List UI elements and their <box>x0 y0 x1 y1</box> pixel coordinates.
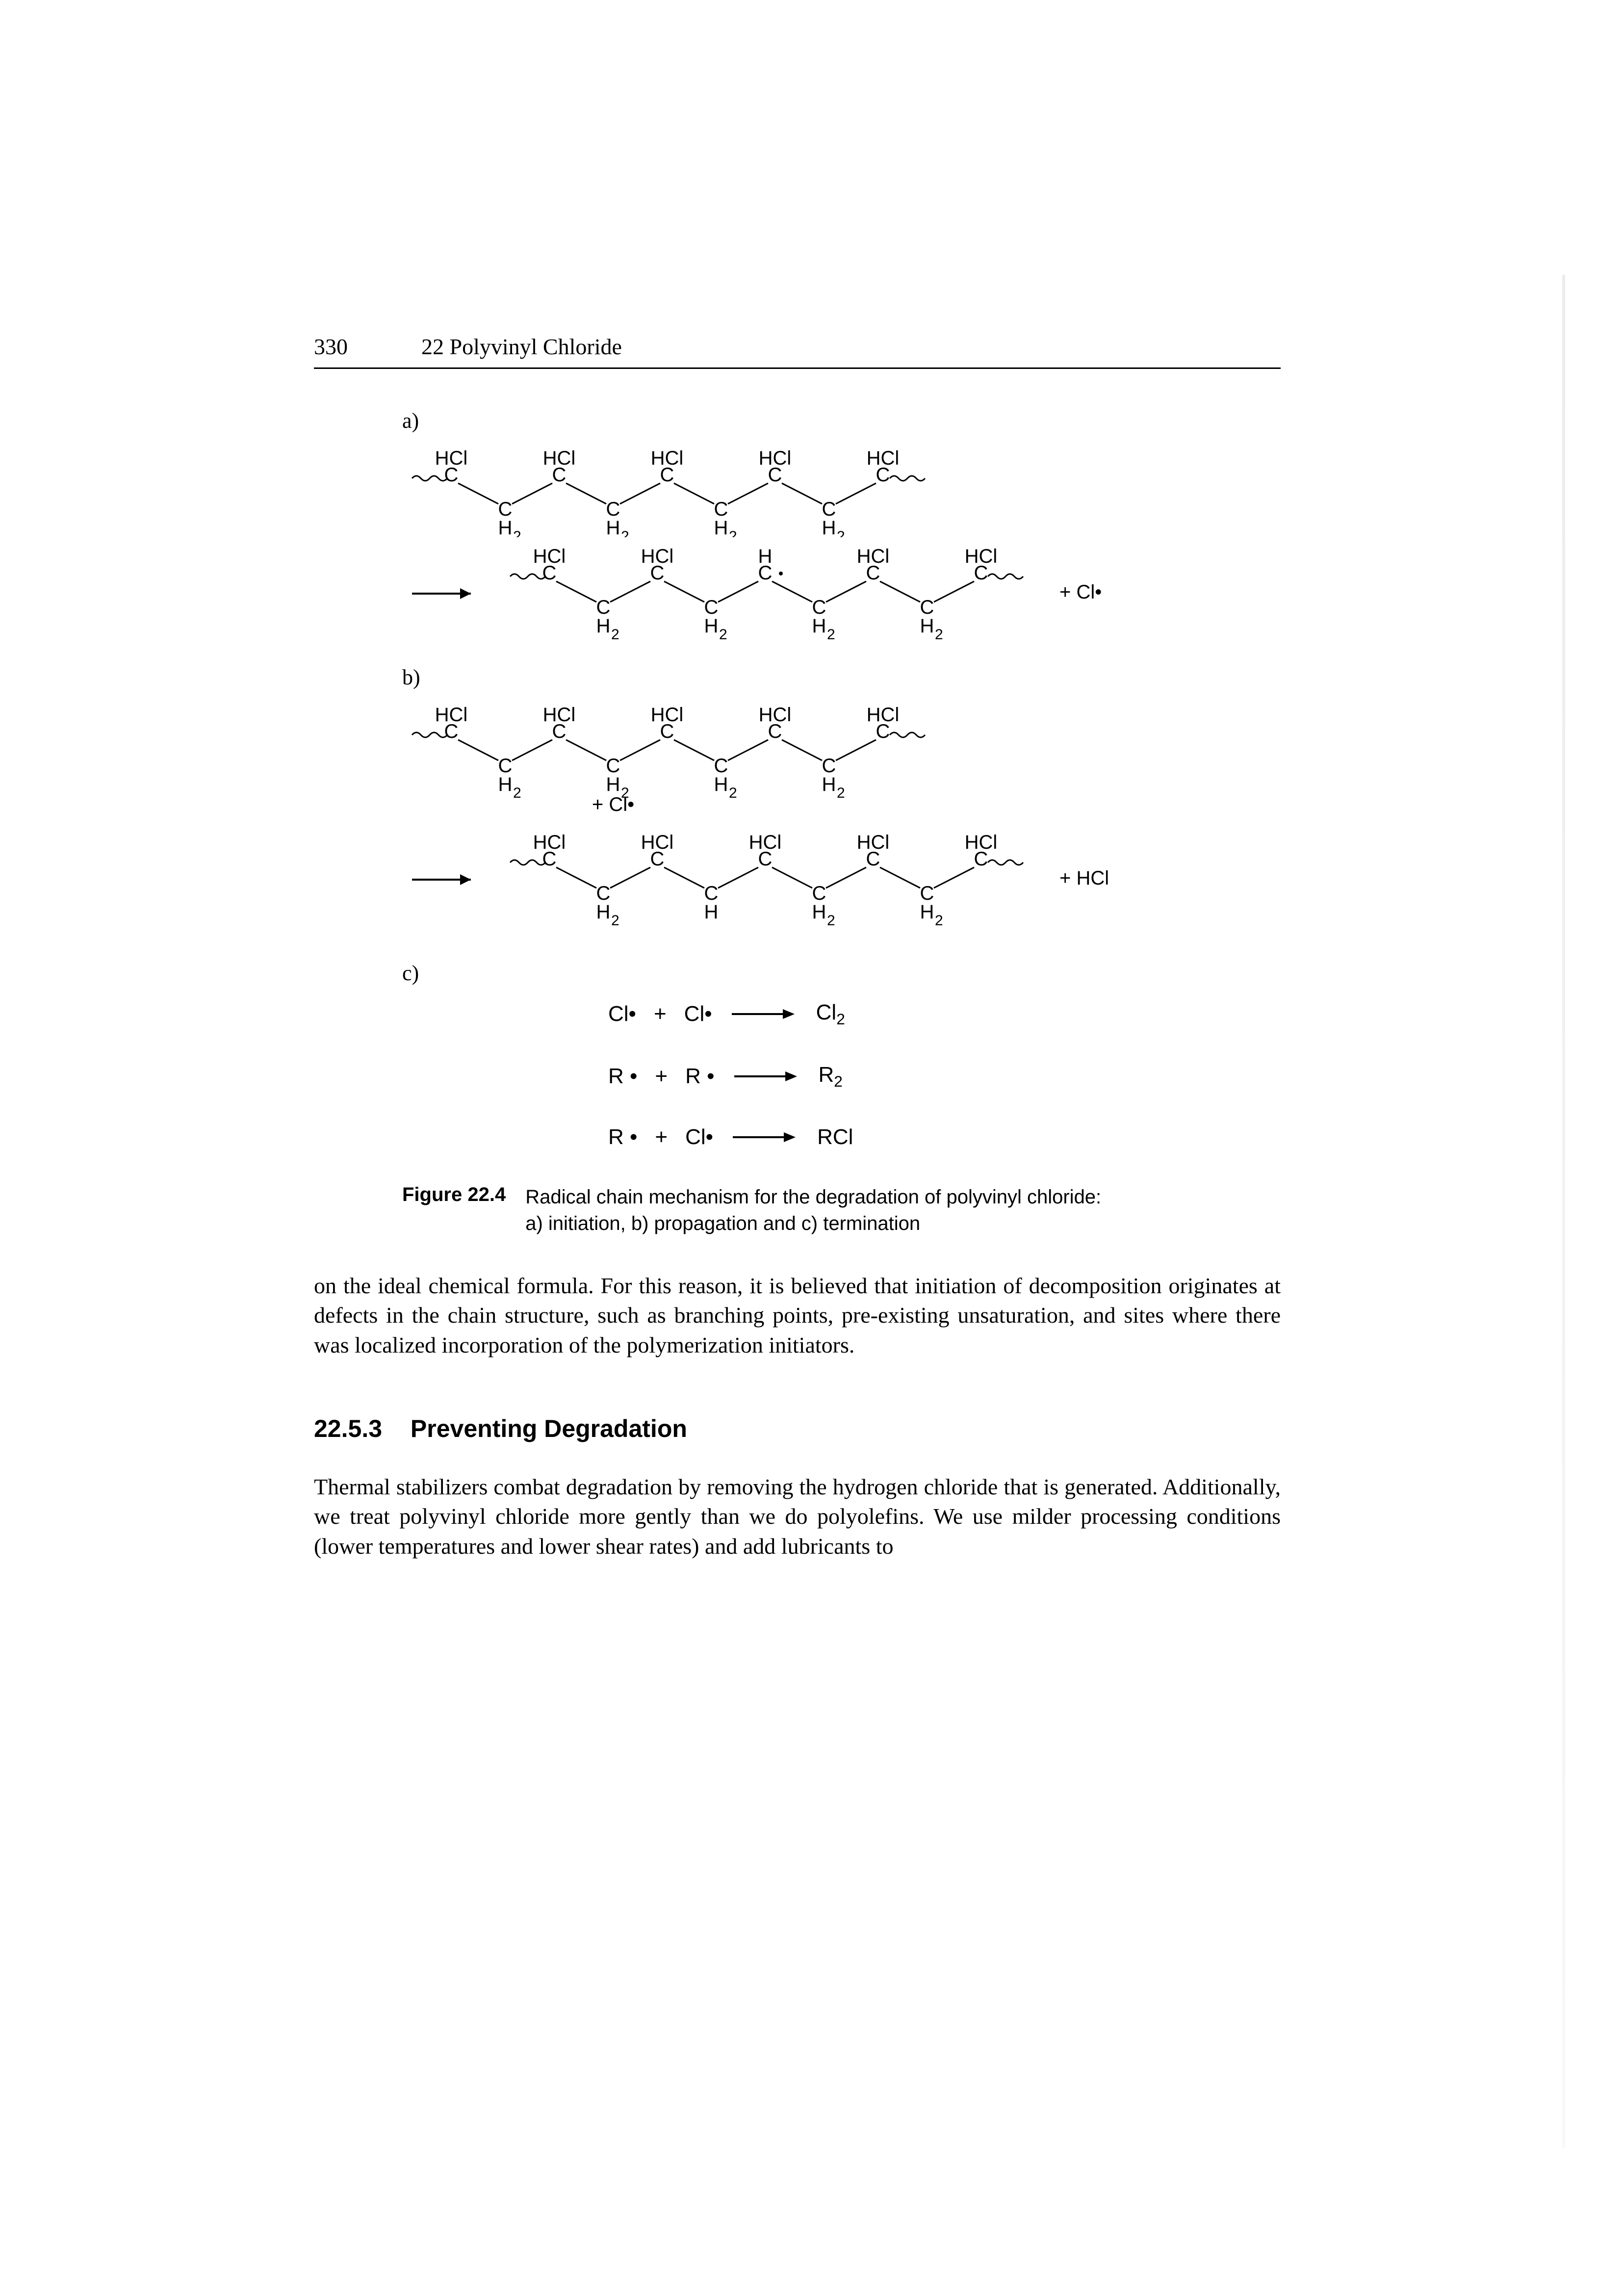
termination-reactions: Cl•+Cl•Cl2 R •+R •R2 R •+Cl•RCl <box>608 1000 1281 1149</box>
svg-text:H: H <box>822 517 836 537</box>
reaction-row: R •+R •R2 <box>608 1063 1281 1091</box>
scan-artifact-edge <box>1562 275 1565 2148</box>
svg-text:2: 2 <box>837 528 845 537</box>
svg-text:HCl: HCl <box>857 546 890 567</box>
svg-text:H: H <box>812 901 826 923</box>
svg-text:2: 2 <box>513 785 521 801</box>
svg-text:H: H <box>822 774 836 795</box>
svg-text:+ Cl•: + Cl• <box>1059 581 1102 603</box>
svg-text:HCl: HCl <box>749 832 782 853</box>
svg-text:H: H <box>714 517 728 537</box>
svg-text:H: H <box>758 546 773 567</box>
caption-line-1: Radical chain mechanism for the degradat… <box>525 1186 1101 1208</box>
figure-caption-label: Figure 22.4 <box>402 1184 506 1237</box>
svg-text:HCl: HCl <box>857 832 890 853</box>
svg-text:2: 2 <box>827 626 835 643</box>
svg-text:2: 2 <box>611 626 619 643</box>
svg-text:HCl: HCl <box>543 447 576 469</box>
svg-text:2: 2 <box>513 528 521 537</box>
svg-text:+ HCl: + HCl <box>1059 867 1109 889</box>
svg-text:H: H <box>498 774 513 795</box>
svg-text:H: H <box>498 517 513 537</box>
svg-text:H: H <box>920 901 934 923</box>
chapter-title: 22 Polyvinyl Chloride <box>421 334 622 360</box>
chain-b-product: CHClCCHClCCHClCCHClCCHClH2HH2H2+ HCl <box>402 823 1236 931</box>
caption-line-2: a) initiation, b) propagation and c) ter… <box>525 1213 920 1234</box>
section-heading: 22.5.3 Preventing Degradation <box>314 1414 1281 1443</box>
figure-22-4: a) CHClCCHClCCHClCCHClCCHClH2H2H2H2 CHCl… <box>402 408 1281 1149</box>
svg-text:2: 2 <box>827 913 835 929</box>
svg-text:HCl: HCl <box>435 704 468 726</box>
svg-text:HCl: HCl <box>641 546 674 567</box>
figure-caption: Figure 22.4 Radical chain mechanism for … <box>402 1184 1281 1237</box>
svg-text:H: H <box>920 615 934 637</box>
figure-part-b-label: b) <box>402 665 1281 690</box>
chain-a-reactant: CHClCCHClCCHClCCHClCCHClH2H2H2H2 <box>402 439 1089 537</box>
reaction-row: R •+Cl•RCl <box>608 1125 1281 1149</box>
svg-text:2: 2 <box>837 785 845 801</box>
svg-text:2: 2 <box>729 528 737 537</box>
svg-text:HCl: HCl <box>965 546 998 567</box>
svg-text:HCl: HCl <box>435 447 468 469</box>
svg-text:HCl: HCl <box>533 832 566 853</box>
svg-text:HCl: HCl <box>867 704 900 726</box>
reaction-row: Cl•+Cl•Cl2 <box>608 1000 1281 1028</box>
svg-text:HCl: HCl <box>651 447 684 469</box>
section-paragraph: Thermal stabilizers combat degradation b… <box>314 1472 1281 1562</box>
svg-text:2: 2 <box>719 626 727 643</box>
section-number: 22.5.3 <box>314 1415 382 1442</box>
svg-text:HCl: HCl <box>543 704 576 726</box>
section-title: Preventing Degradation <box>411 1415 687 1442</box>
svg-text:2: 2 <box>935 913 943 929</box>
chain-b-reactant: CHClCCHClCCHClCCHClCCHClH2H2H2H2+ Cl• <box>402 696 1089 823</box>
svg-text:HCl: HCl <box>651 704 684 726</box>
figure-caption-text: Radical chain mechanism for the degradat… <box>525 1184 1101 1237</box>
svg-text:H: H <box>812 615 826 637</box>
svg-text:H: H <box>704 901 719 923</box>
svg-text:H: H <box>714 774 728 795</box>
svg-text:HCl: HCl <box>759 447 792 469</box>
svg-text:HCl: HCl <box>533 546 566 567</box>
chain-a-product: CHClCCHClCCHCCHClCCHClH2H2H2H2+ Cl• <box>402 537 1236 645</box>
svg-text:H: H <box>704 615 719 637</box>
svg-text:2: 2 <box>729 785 737 801</box>
svg-text:H: H <box>606 774 620 795</box>
svg-text:+ Cl•: + Cl• <box>592 794 634 815</box>
svg-text:2: 2 <box>935 626 943 643</box>
running-header: 330 22 Polyvinyl Chloride <box>314 334 1281 369</box>
svg-text:H: H <box>606 517 620 537</box>
svg-text:H: H <box>596 615 611 637</box>
figure-part-c-label: c) <box>402 961 1281 986</box>
svg-text:HCl: HCl <box>965 832 998 853</box>
svg-text:HCl: HCl <box>867 447 900 469</box>
page-number: 330 <box>314 334 348 360</box>
page: 330 22 Polyvinyl Chloride a) CHClCCHClCC… <box>0 0 1624 2295</box>
figure-part-a-label: a) <box>402 408 1281 433</box>
svg-text:2: 2 <box>621 528 629 537</box>
body-paragraph-1: on the ideal chemical formula. For this … <box>314 1271 1281 1360</box>
svg-text:HCl: HCl <box>759 704 792 726</box>
svg-text:H: H <box>596 901 611 923</box>
svg-text:HCl: HCl <box>641 832 674 853</box>
svg-text:2: 2 <box>611 913 619 929</box>
